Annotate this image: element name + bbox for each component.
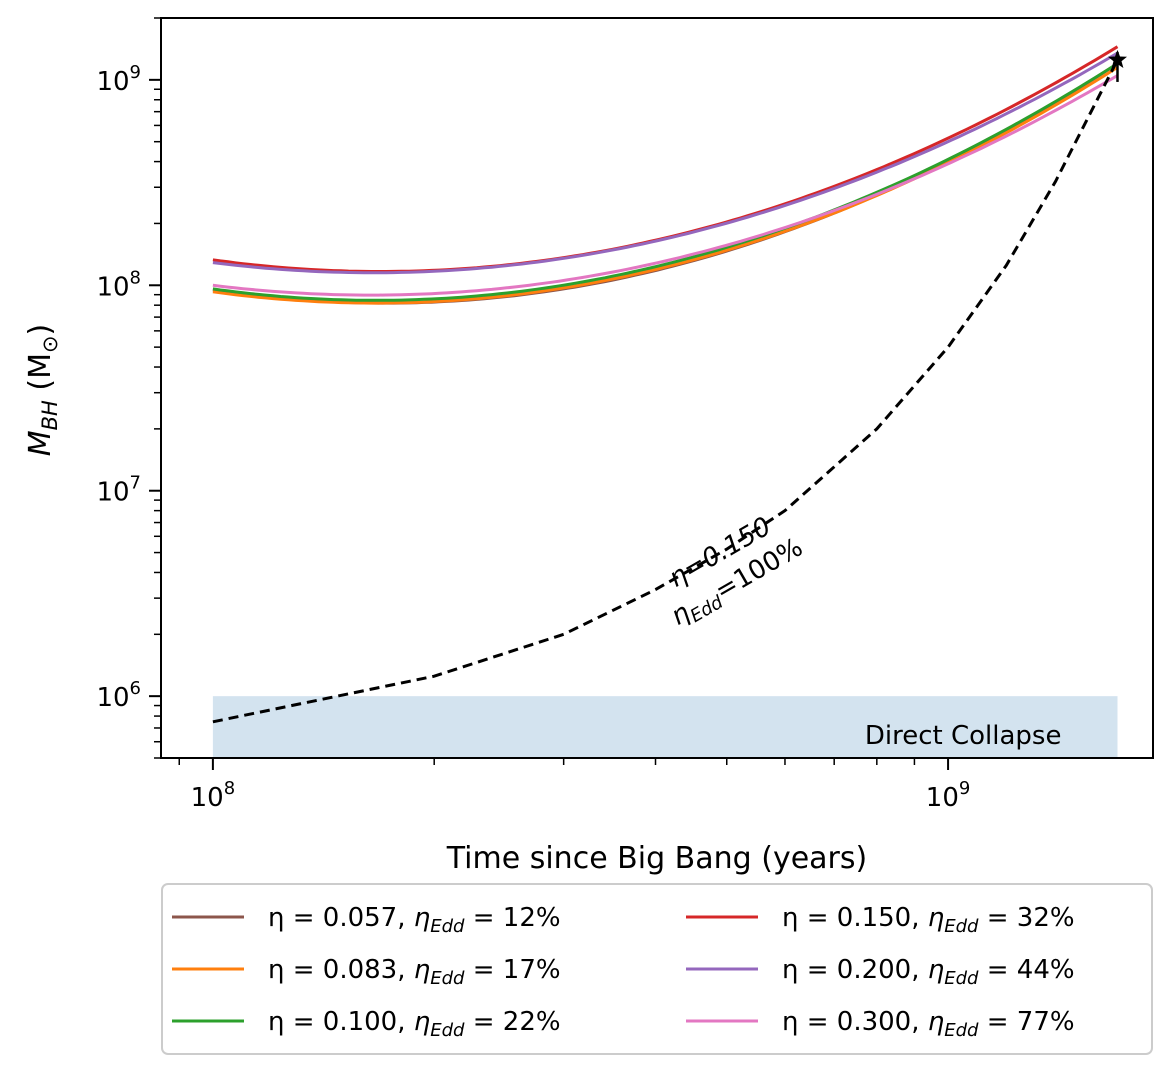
legend-label: η = 0.300, ηEdd = 77% <box>782 1007 1075 1041</box>
legend-item-5: η = 0.300, ηEdd = 77% <box>686 1007 1075 1041</box>
series-line-5 <box>212 74 1119 297</box>
y-axis-label: MBH (M⊙) <box>23 324 62 457</box>
y-tick-label-0: 106 <box>96 678 141 713</box>
legend-item-1: η = 0.083, ηEdd = 17% <box>172 955 561 989</box>
direct-collapse-region <box>212 696 1118 758</box>
eddington-curve <box>212 59 1119 724</box>
direct-collapse-label: Direct Collapse <box>865 721 1062 751</box>
x-tick-label-0: 108 <box>191 778 236 813</box>
x-tick-label-1: 109 <box>926 778 971 813</box>
legend-frame <box>161 883 1153 1055</box>
legend-item-0: η = 0.057, ηEdd = 12% <box>172 903 561 937</box>
y-tick-label-2: 108 <box>96 267 141 302</box>
series-line-1 <box>212 66 1119 305</box>
legend-item-2: η = 0.100, ηEdd = 22% <box>172 1007 561 1041</box>
y-axis-ticks: 106 107 108 109 <box>96 17 161 759</box>
series-line-4 <box>212 51 1119 275</box>
y-tick-label-3: 109 <box>96 62 141 97</box>
plot-frame <box>160 17 1154 759</box>
series-group <box>212 45 1119 305</box>
legend-label: η = 0.057, ηEdd = 12% <box>268 903 561 937</box>
y-tick-label-1: 107 <box>96 473 141 508</box>
x-axis-label: Time since Big Bang (years) <box>446 841 867 876</box>
legend-label: η = 0.150, ηEdd = 32% <box>782 903 1075 937</box>
legend-label: η = 0.200, ηEdd = 44% <box>782 955 1075 989</box>
legend-item-4: η = 0.200, ηEdd = 44% <box>686 955 1075 989</box>
x-axis-ticks: 108 109 <box>178 758 971 813</box>
legend-item-3: η = 0.150, ηEdd = 32% <box>686 903 1075 937</box>
series-line-2 <box>212 62 1119 302</box>
legend: η = 0.057, ηEdd = 12% η = 0.083, ηEdd = 1… <box>161 883 1153 1055</box>
legend-label: η = 0.083, ηEdd = 17% <box>268 955 561 989</box>
legend-label: η = 0.100, ηEdd = 22% <box>268 1007 561 1041</box>
